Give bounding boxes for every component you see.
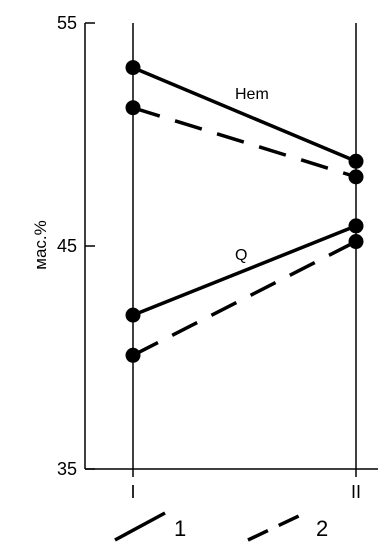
labels-group: мас.% Hem Q [31,86,269,270]
annotation-q: Q [235,247,247,264]
x-tick-label-II: II [351,482,361,502]
data-point-hem-1-I [125,60,141,76]
x-tick-label-I: I [130,482,135,502]
legend-label-2: 2 [316,516,328,541]
data-point-q-2-I [125,347,141,363]
series-hem-2 [125,100,364,185]
data-point-hem-2-I [125,100,141,116]
series-line-q-1 [132,224,357,317]
y-axis-label: мас.% [31,220,50,269]
series-group [125,60,364,363]
data-point-q-1-II [348,218,364,234]
series-q-1 [125,218,364,323]
legend-line-dashed [247,511,306,542]
data-point-q-2-II [348,234,364,250]
data-point-hem-1-II [348,153,364,169]
annotation-hem: Hem [235,86,269,103]
series-hem-1 [125,60,364,169]
series-q-2 [125,234,364,363]
y-tick-label-35: 35 [57,459,77,479]
legend-label-1: 1 [174,516,186,541]
legend-line-solid [114,511,166,542]
y-tick-label-55: 55 [57,13,77,33]
data-point-hem-2-II [348,169,364,185]
series-line-hem-1 [132,65,357,163]
y-tick-label-45: 45 [57,236,77,256]
data-point-q-1-I [125,307,141,323]
legend: 1 2 [114,511,328,542]
series-line-hem-2 [132,106,357,179]
